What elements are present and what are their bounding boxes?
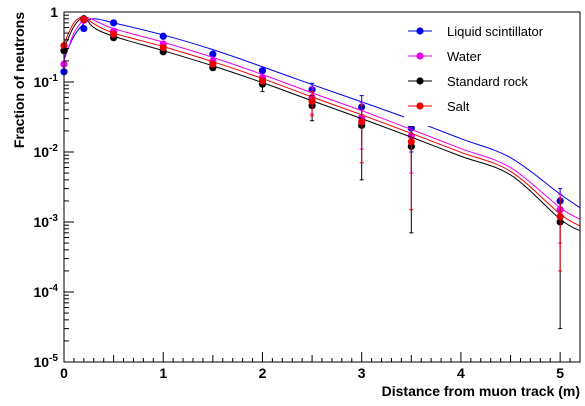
legend-label: Salt (447, 99, 470, 114)
x-tick-label: 0 (60, 365, 68, 381)
data-point (110, 30, 118, 38)
y-tick-label: 10-1 (34, 73, 59, 90)
legend-marker (416, 52, 424, 60)
data-point (80, 15, 88, 24)
data-point (209, 60, 217, 68)
legend-label: Water (447, 49, 482, 64)
data-point (407, 138, 415, 146)
data-point (159, 44, 167, 52)
x-tick-label: 2 (259, 365, 267, 381)
series-salt (60, 15, 581, 272)
legend-marker (416, 27, 424, 35)
data-point (209, 50, 217, 58)
data-point (159, 32, 167, 40)
legend-label: Standard rock (447, 74, 528, 89)
x-tick-label: 1 (159, 365, 167, 381)
x-tick-label: 3 (358, 365, 366, 381)
data-point (110, 19, 118, 27)
legend: Liquid scintillator Water Standard rock Sal… (404, 14, 576, 126)
legend-box (404, 14, 576, 126)
legend-item: Standard rock (408, 74, 528, 89)
legend-marker (416, 102, 424, 110)
data-point (80, 24, 88, 33)
x-tick-label: 4 (457, 365, 465, 381)
legend-marker (416, 77, 424, 85)
y-tick-label: 1 (50, 4, 58, 20)
data-point (258, 77, 267, 85)
y-axis-label: Fraction of neutrons (11, 12, 27, 148)
legend-item: Salt (408, 99, 470, 114)
y-tick-label: 10-5 (34, 353, 59, 370)
x-tick-label: 5 (556, 365, 564, 381)
data-point (258, 67, 267, 75)
y-tick-label: 10-4 (34, 283, 59, 300)
data-point (556, 212, 564, 221)
legend-label: Liquid scintillator (447, 24, 544, 39)
y-tick-label: 10-3 (34, 213, 59, 230)
data-point (358, 118, 366, 126)
legend-item: Liquid scintillator (408, 24, 544, 39)
x-axis-label: Distance from muon track (m) (382, 383, 580, 399)
y-tick-label: 10-2 (34, 143, 59, 160)
legend-item: Water (408, 49, 482, 64)
data-point (308, 97, 316, 105)
